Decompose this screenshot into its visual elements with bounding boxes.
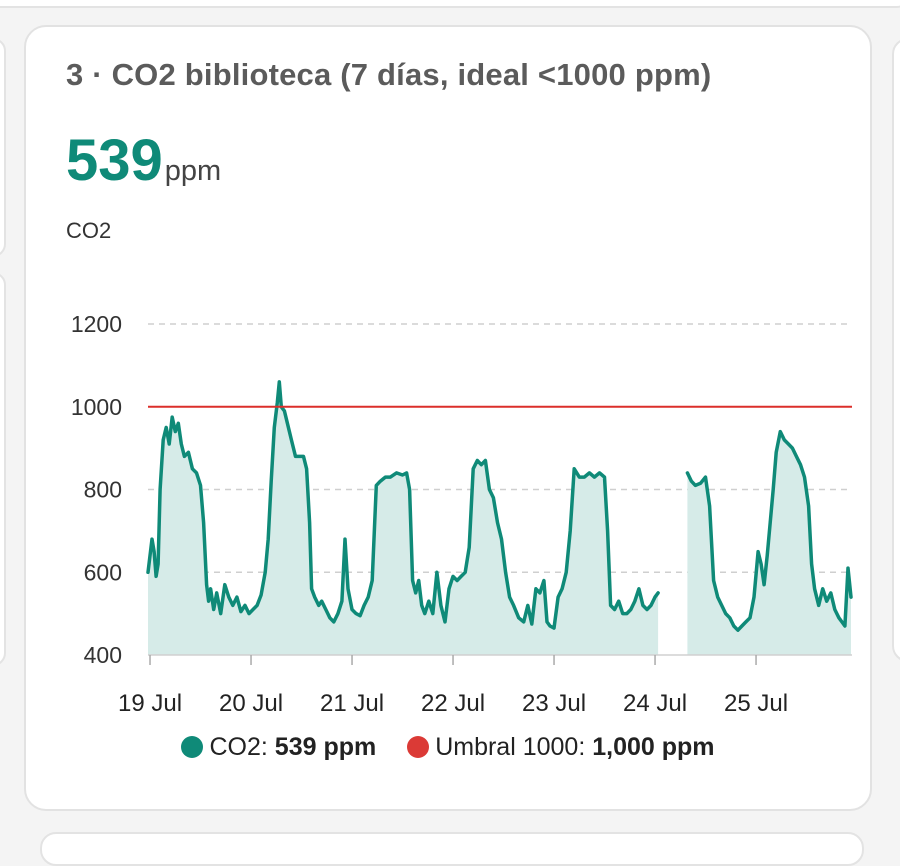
x-tick-label: 21 Jul	[320, 690, 384, 717]
x-tick-label: 20 Jul	[219, 690, 283, 717]
y-tick-label: 800	[84, 477, 122, 503]
legend-dot-threshold	[407, 736, 430, 758]
legend-name: Umbral 1000	[435, 733, 579, 761]
co2-series-line	[146, 380, 660, 630]
legend-item-threshold[interactable]: Umbral 1000: 1,000 ppm	[407, 733, 715, 762]
co2-chart[interactable]: 400 600 800 1000 1200 19 Jul 20 Jul 21 Jul 22 J…	[26, 27, 870, 727]
neighbor-card-left	[0, 38, 6, 257]
legend-value: 1,000 ppm	[592, 733, 715, 761]
x-tick-label: 24 Jul	[623, 690, 687, 717]
legend-sep: :	[578, 733, 593, 761]
x-tick-label: 22 Jul	[421, 690, 485, 717]
x-tick-label: 19 Jul	[118, 690, 182, 717]
legend-item-co2[interactable]: CO2: 539 ppm	[181, 733, 376, 762]
history-graph-card: 3 · CO2 biblioteca (7 días, ideal <1000 …	[24, 25, 872, 811]
y-axis-labels: 400 600 800 1000 1200	[71, 311, 122, 668]
neighbor-card-top	[0, 0, 900, 8]
legend-sep: :	[260, 733, 275, 761]
legend-name: CO2	[209, 733, 261, 761]
legend-dot-co2	[181, 736, 204, 758]
x-tick-label: 25 Jul	[724, 690, 788, 717]
chart-legend: CO2: 539 ppm Umbral 1000: 1,000 ppm	[26, 733, 870, 762]
current-value: 539	[66, 128, 163, 193]
current-unit: ppm	[164, 155, 222, 187]
co2-area	[148, 381, 659, 655]
x-tick-label: 23 Jul	[522, 690, 586, 717]
legend-value: 539 ppm	[274, 733, 377, 761]
neighbor-card-bottom	[40, 832, 864, 866]
x-axis: 19 Jul 20 Jul 21 Jul 22 Jul 23 Jul 24 Jul 25 J…	[118, 654, 852, 717]
card-title: 3 · CO2 biblioteca (7 días, ideal <1000 …	[66, 57, 712, 92]
y-tick-label: 1200	[71, 311, 122, 337]
co2-area-layer	[148, 381, 851, 655]
neighbor-card-left	[0, 272, 6, 666]
co2-line-layer	[146, 380, 853, 632]
current-value-row: 539ppm	[66, 127, 221, 194]
entity-label: CO2	[66, 218, 112, 243]
neighbor-card-right	[892, 38, 900, 662]
y-tick-label: 400	[84, 642, 122, 668]
co2-series-line	[685, 429, 853, 632]
y-tick-label: 600	[84, 559, 122, 585]
y-tick-label: 1000	[71, 394, 122, 420]
